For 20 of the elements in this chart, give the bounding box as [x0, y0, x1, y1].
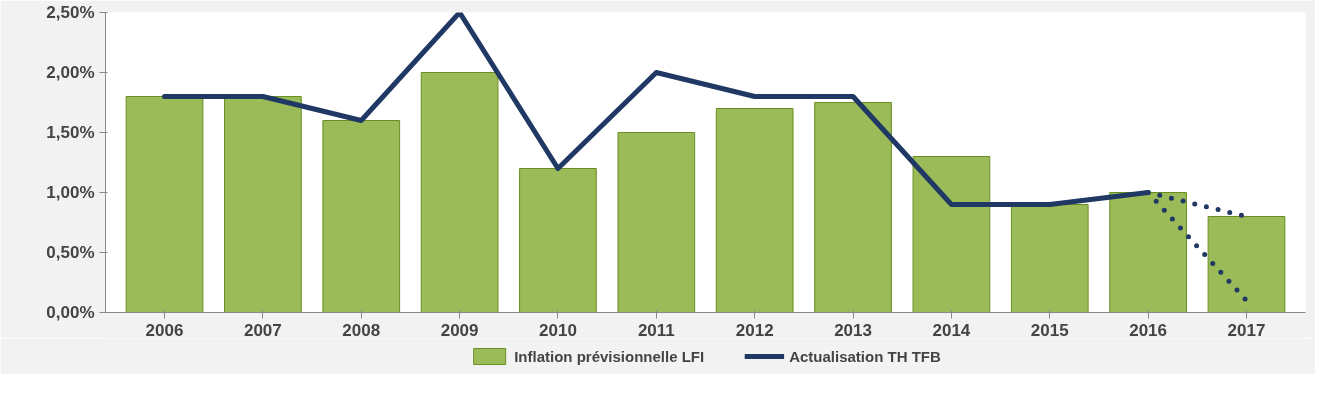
x-tick-label: 2011 [637, 320, 675, 340]
y-tick-label: 2,50% [46, 3, 95, 22]
y-tick-label: 1,50% [46, 123, 95, 142]
x-tick-label: 2007 [243, 320, 282, 340]
x-tick-label: 2015 [1030, 320, 1069, 340]
legend-label: Actualisation TH TFB [789, 347, 941, 365]
x-tick-label: 2009 [440, 320, 479, 340]
x-tick-label: 2006 [145, 320, 184, 340]
y-tick-label: 0,00% [46, 303, 95, 322]
x-tick-label: 2017 [1227, 320, 1266, 340]
x-tick-label: 2013 [834, 320, 872, 340]
x-tick-label: 2014 [932, 320, 971, 340]
y-tick-label: 2,00% [46, 63, 95, 82]
y-tick-label: 0,50% [46, 243, 95, 262]
legend-label: Inflation prévisionnelle LFI [514, 347, 705, 365]
x-tick-label: 2012 [735, 320, 774, 340]
x-tick-label: 2016 [1129, 320, 1168, 340]
x-tick-label: 2008 [342, 320, 381, 340]
y-tick-label: 1,00% [46, 183, 95, 202]
x-tick-label: 2010 [539, 320, 577, 340]
